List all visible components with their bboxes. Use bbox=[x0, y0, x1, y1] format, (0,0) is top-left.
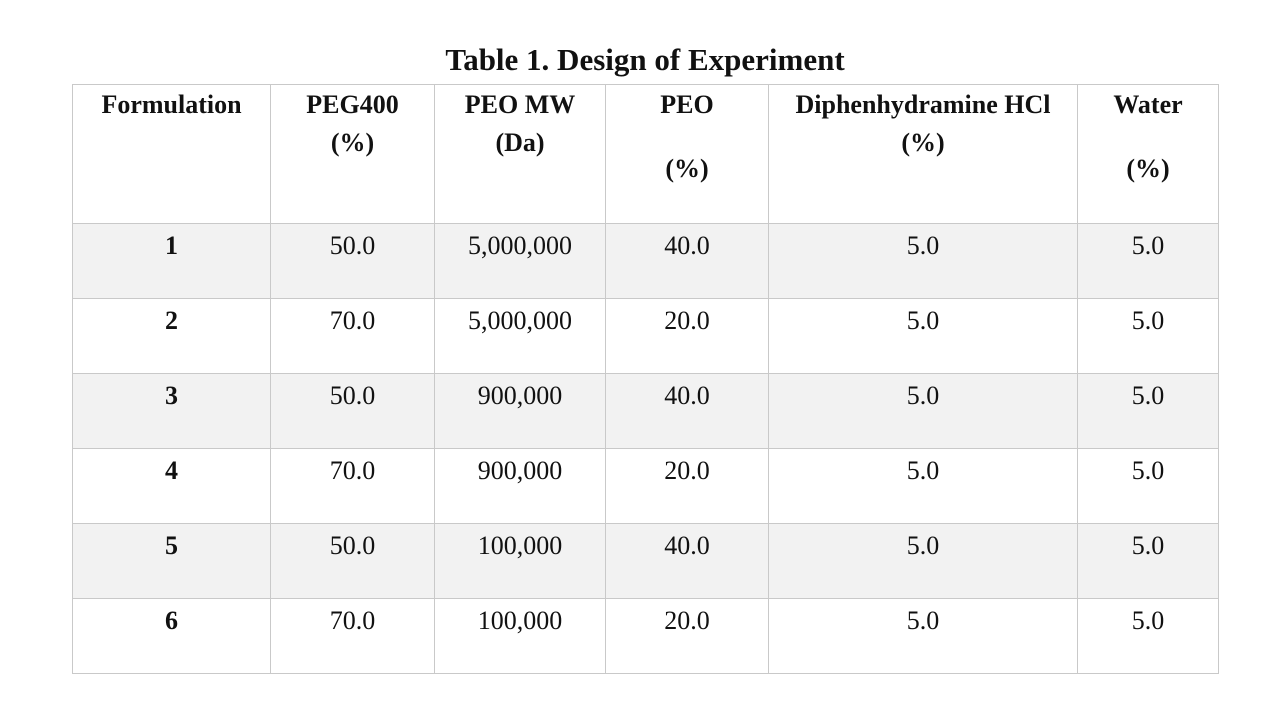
header-label: Water bbox=[1113, 90, 1183, 119]
table-row: 6 70.0 100,000 20.0 5.0 5.0 bbox=[72, 598, 1219, 674]
cell-peg400: 70.0 bbox=[270, 598, 435, 674]
cell-peo-mw: 900,000 bbox=[434, 448, 606, 524]
cell-peo: 40.0 bbox=[605, 373, 769, 449]
cell-formulation: 4 bbox=[72, 448, 271, 524]
cell-water: 5.0 bbox=[1077, 598, 1219, 674]
cell-diphenhydramine: 5.0 bbox=[768, 598, 1078, 674]
cell-peg400: 70.0 bbox=[270, 298, 435, 374]
table-row: 5 50.0 100,000 40.0 5.0 5.0 bbox=[72, 523, 1219, 599]
cell-water: 5.0 bbox=[1077, 373, 1219, 449]
header-peo: PEO (%) bbox=[605, 84, 769, 224]
cell-water: 5.0 bbox=[1077, 223, 1219, 299]
header-diphenhydramine: Diphenhydramine HCl (%) bbox=[768, 84, 1078, 224]
cell-peo: 20.0 bbox=[605, 598, 769, 674]
cell-peo: 20.0 bbox=[605, 448, 769, 524]
cell-formulation: 1 bbox=[72, 223, 271, 299]
cell-peo-mw: 5,000,000 bbox=[434, 223, 606, 299]
table-row: 2 70.0 5,000,000 20.0 5.0 5.0 bbox=[72, 298, 1219, 374]
header-peg400: PEG400 (%) bbox=[270, 84, 435, 224]
cell-formulation: 3 bbox=[72, 373, 271, 449]
header-peo-mw: PEO MW (Da) bbox=[434, 84, 606, 224]
header-unit: (%) bbox=[1126, 154, 1170, 183]
cell-water: 5.0 bbox=[1077, 298, 1219, 374]
cell-formulation: 2 bbox=[72, 298, 271, 374]
table-row: 3 50.0 900,000 40.0 5.0 5.0 bbox=[72, 373, 1219, 449]
header-unit: (%) bbox=[665, 154, 709, 183]
table-row: 1 50.0 5,000,000 40.0 5.0 5.0 bbox=[72, 223, 1219, 299]
header-row: Formulation PEG400 (%) PEO MW (Da) PEO (… bbox=[72, 84, 1219, 224]
cell-diphenhydramine: 5.0 bbox=[768, 523, 1078, 599]
cell-peg400: 70.0 bbox=[270, 448, 435, 524]
header-unit: (Da) bbox=[495, 128, 545, 157]
cell-peo-mw: 100,000 bbox=[434, 598, 606, 674]
cell-peo-mw: 100,000 bbox=[434, 523, 606, 599]
cell-formulation: 6 bbox=[72, 598, 271, 674]
cell-diphenhydramine: 5.0 bbox=[768, 373, 1078, 449]
header-label: PEO bbox=[660, 90, 714, 119]
cell-peo: 40.0 bbox=[605, 523, 769, 599]
cell-formulation: 5 bbox=[72, 523, 271, 599]
table-row: 4 70.0 900,000 20.0 5.0 5.0 bbox=[72, 448, 1219, 524]
header-label: PEG400 bbox=[306, 90, 399, 119]
cell-water: 5.0 bbox=[1077, 448, 1219, 524]
header-spacer bbox=[1078, 128, 1218, 154]
design-of-experiment-table: Formulation PEG400 (%) PEO MW (Da) PEO (… bbox=[72, 84, 1219, 674]
header-formulation: Formulation bbox=[72, 84, 271, 224]
cell-water: 5.0 bbox=[1077, 523, 1219, 599]
header-label: Diphenhydramine HCl bbox=[795, 90, 1051, 119]
cell-peo: 20.0 bbox=[605, 298, 769, 374]
table-caption: Table 1. Design of Experiment bbox=[445, 42, 845, 77]
cell-peo-mw: 5,000,000 bbox=[434, 298, 606, 374]
cell-diphenhydramine: 5.0 bbox=[768, 448, 1078, 524]
cell-peg400: 50.0 bbox=[270, 373, 435, 449]
header-water: Water (%) bbox=[1077, 84, 1219, 224]
cell-peg400: 50.0 bbox=[270, 223, 435, 299]
cell-diphenhydramine: 5.0 bbox=[768, 223, 1078, 299]
header-label: PEO MW bbox=[464, 90, 576, 119]
header-unit: (%) bbox=[330, 128, 375, 157]
cell-diphenhydramine: 5.0 bbox=[768, 298, 1078, 374]
cell-peo-mw: 900,000 bbox=[434, 373, 606, 449]
header-label: Formulation bbox=[101, 90, 242, 119]
header-unit: (%) bbox=[901, 128, 945, 157]
cell-peo: 40.0 bbox=[605, 223, 769, 299]
cell-peg400: 50.0 bbox=[270, 523, 435, 599]
header-spacer bbox=[606, 128, 768, 154]
